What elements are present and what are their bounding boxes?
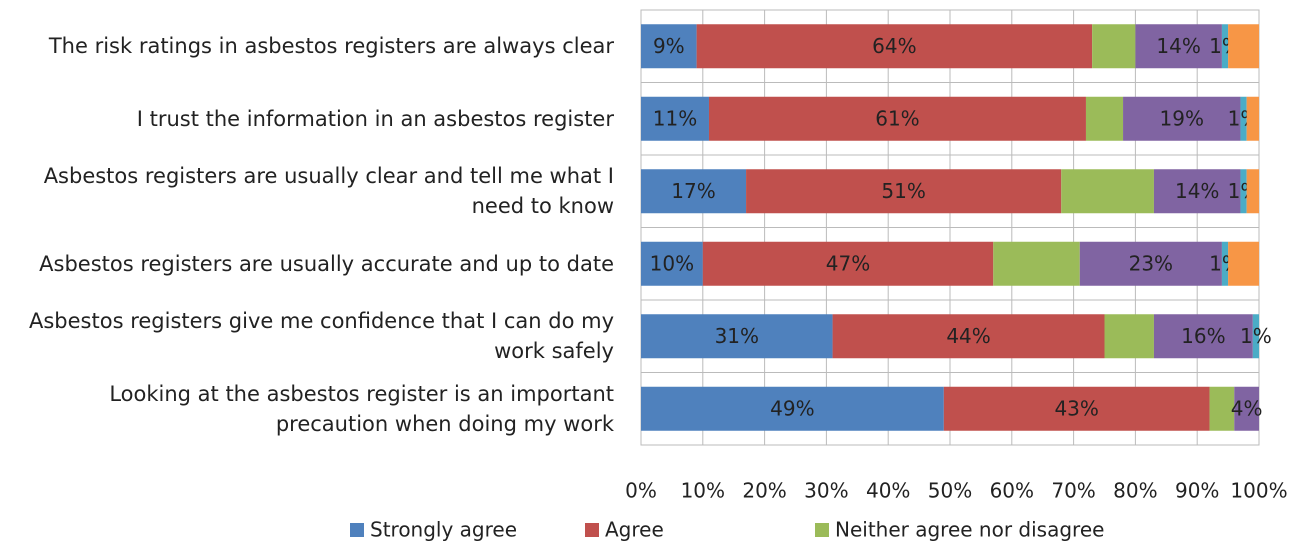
bar-segment xyxy=(1123,96,1241,141)
category-label: I trust the information in an asbestos r… xyxy=(136,106,614,131)
legend-swatch xyxy=(585,523,599,537)
data-label: 61% xyxy=(875,106,919,130)
data-label: 9% xyxy=(653,34,685,58)
bar-segment xyxy=(1228,241,1259,286)
bar-segment xyxy=(641,386,944,431)
bar-segment xyxy=(1240,169,1247,214)
data-label: 43% xyxy=(1054,396,1098,420)
data-label: 49% xyxy=(770,396,814,420)
data-label: 10% xyxy=(650,251,694,275)
bar-segment xyxy=(1228,24,1259,69)
bar-segment xyxy=(1092,24,1136,69)
data-label: 11% xyxy=(653,106,697,130)
bar-segment xyxy=(1252,314,1259,359)
bar-segment xyxy=(641,169,747,214)
bar-segment xyxy=(708,96,1086,141)
category-label: Asbestos registers are usually clear and… xyxy=(43,164,614,219)
x-tick-label: 90% xyxy=(1175,479,1219,503)
bar-segment xyxy=(696,24,1093,69)
bar-segment xyxy=(1246,96,1259,141)
bar-segment xyxy=(641,241,703,286)
x-tick-label: 50% xyxy=(928,479,972,503)
legend-swatch xyxy=(815,523,829,537)
data-label: 44% xyxy=(946,324,990,348)
data-label: 47% xyxy=(826,251,870,275)
x-tick-label: 20% xyxy=(742,479,786,503)
data-label: 51% xyxy=(881,179,925,203)
bar-segment xyxy=(1061,169,1154,214)
category-label: Looking at the asbestos register is an i… xyxy=(109,381,614,436)
legend-label: Neither agree nor disagree xyxy=(835,518,1104,542)
data-label: 4% xyxy=(1231,396,1263,420)
x-tick-label: 70% xyxy=(1051,479,1095,503)
legend-swatch xyxy=(350,523,364,537)
bar-segment xyxy=(702,241,994,286)
data-label: 1% xyxy=(1240,324,1272,348)
bar-segment xyxy=(1209,386,1235,431)
data-label: 19% xyxy=(1160,106,1204,130)
bar-segment xyxy=(641,24,697,69)
category-label: The risk ratings in asbestos registers a… xyxy=(48,34,614,59)
bar-segment xyxy=(943,386,1210,431)
data-label: 16% xyxy=(1181,324,1225,348)
bar-segment xyxy=(1104,314,1154,359)
legend-label: Agree xyxy=(605,518,664,542)
bar-segment xyxy=(1153,169,1241,214)
bar-segment xyxy=(1221,24,1229,69)
x-tick-label: 30% xyxy=(804,479,848,503)
data-label: 14% xyxy=(1156,34,1200,58)
bar-segment xyxy=(1234,386,1259,431)
data-label: 14% xyxy=(1175,179,1219,203)
bar-segment xyxy=(1079,241,1222,286)
legend-label: Strongly agree xyxy=(370,518,517,542)
bar-segment xyxy=(832,314,1105,359)
bar-segment xyxy=(1221,241,1229,286)
x-tick-label: 100% xyxy=(1230,479,1287,503)
bar-segment xyxy=(746,169,1062,214)
bar-segment xyxy=(641,96,709,141)
bar-segment xyxy=(1153,314,1253,359)
bar-segment xyxy=(1135,24,1222,69)
bar-segment xyxy=(1240,96,1247,141)
x-tick-label: 0% xyxy=(625,479,657,503)
data-label: 23% xyxy=(1129,251,1173,275)
data-label: 31% xyxy=(715,324,759,348)
category-label: Asbestos registers give me confidence th… xyxy=(29,309,614,364)
bar-segment xyxy=(1246,169,1259,214)
bar-segment xyxy=(1085,96,1124,141)
x-tick-label: 40% xyxy=(866,479,910,503)
x-tick-label: 80% xyxy=(1113,479,1157,503)
bar-segment xyxy=(641,314,833,359)
data-label: 64% xyxy=(872,34,916,58)
category-label: Asbestos registers are usually accurate … xyxy=(39,251,614,276)
data-label: 17% xyxy=(671,179,715,203)
bar-segment xyxy=(993,241,1080,286)
x-tick-label: 10% xyxy=(681,479,725,503)
x-tick-label: 60% xyxy=(990,479,1034,503)
